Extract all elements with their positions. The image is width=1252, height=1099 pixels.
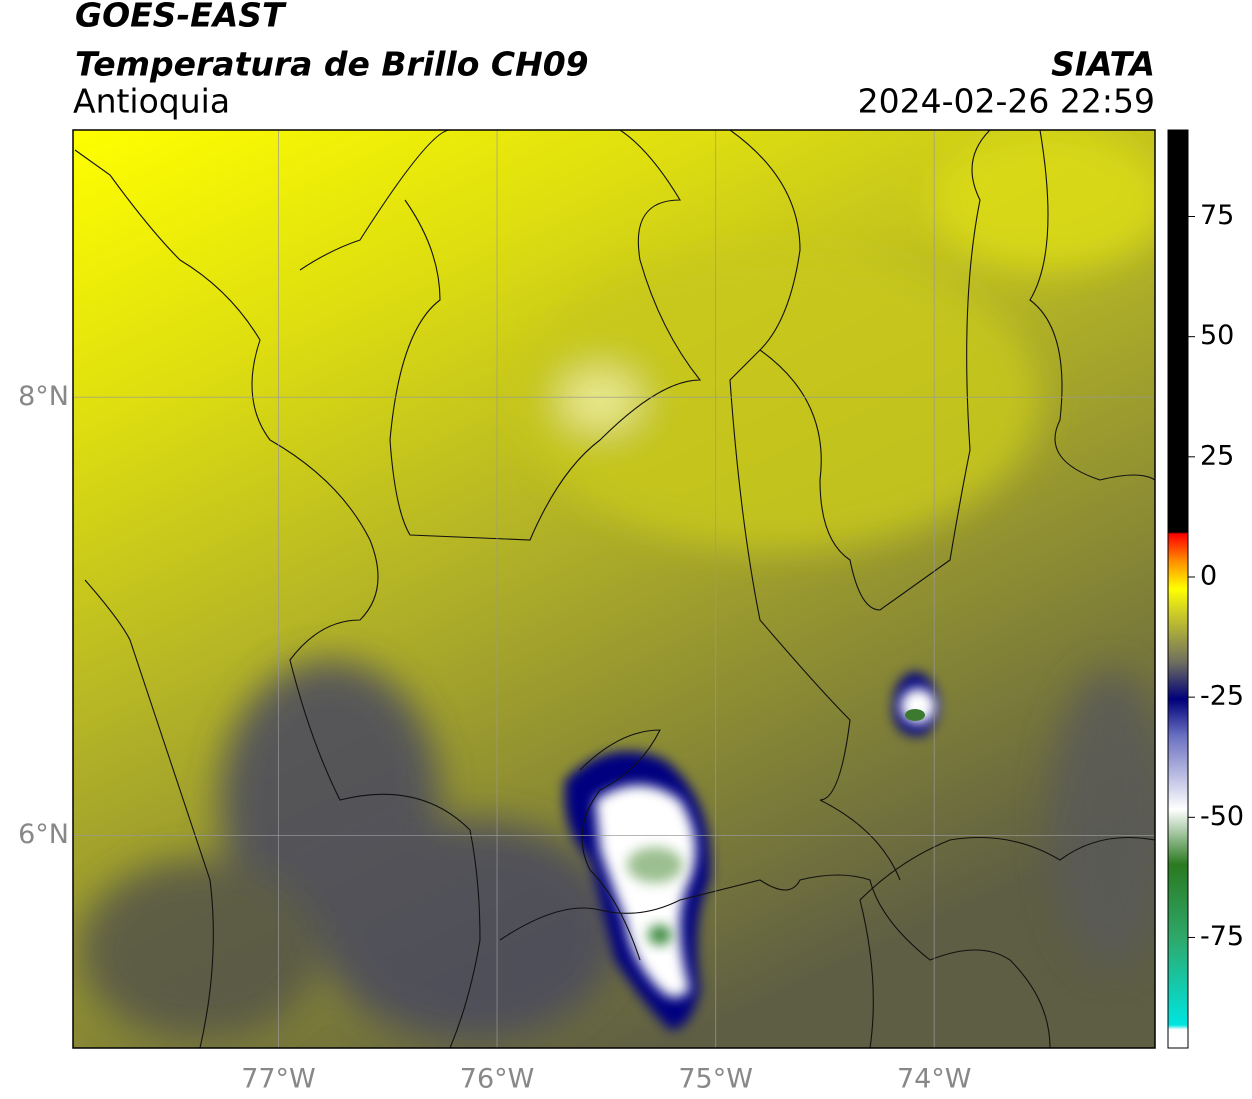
datetime: 2024-02-26 22:59 [858, 82, 1155, 121]
map-image [73, 130, 1155, 1048]
colorbar-tick-label: 75 [1200, 200, 1234, 231]
colorbar-tick-label: 0 [1200, 560, 1217, 591]
y-tick-label: 8°N [18, 381, 69, 412]
borders [74, 130, 1155, 1048]
satellite-title: GOES-EAST [75, 0, 287, 35]
colorbar-tick-label: 50 [1200, 320, 1234, 351]
storm-cell [564, 672, 939, 1030]
x-tick-label: 75°W [678, 1064, 753, 1095]
x-tick-label: 77°W [241, 1064, 316, 1095]
colorbar-tick-label: 25 [1200, 440, 1234, 471]
y-tick-label: 6°N [18, 819, 69, 850]
x-tick-label: 76°W [460, 1064, 535, 1095]
colorbar [1167, 129, 1189, 1049]
colorbar-tick-label: -25 [1200, 681, 1244, 712]
x-tick-label: 74°W [897, 1064, 972, 1095]
region: Antioquia [73, 82, 230, 121]
product-title: Temperatura de Brillo CH09 [75, 45, 589, 84]
colorbar-tick-label: -75 [1200, 921, 1244, 952]
colorbar-tick-label: -50 [1200, 801, 1244, 832]
source: SIATA [1051, 45, 1155, 84]
grid [73, 130, 1155, 1048]
map-frame [72, 129, 1156, 1049]
